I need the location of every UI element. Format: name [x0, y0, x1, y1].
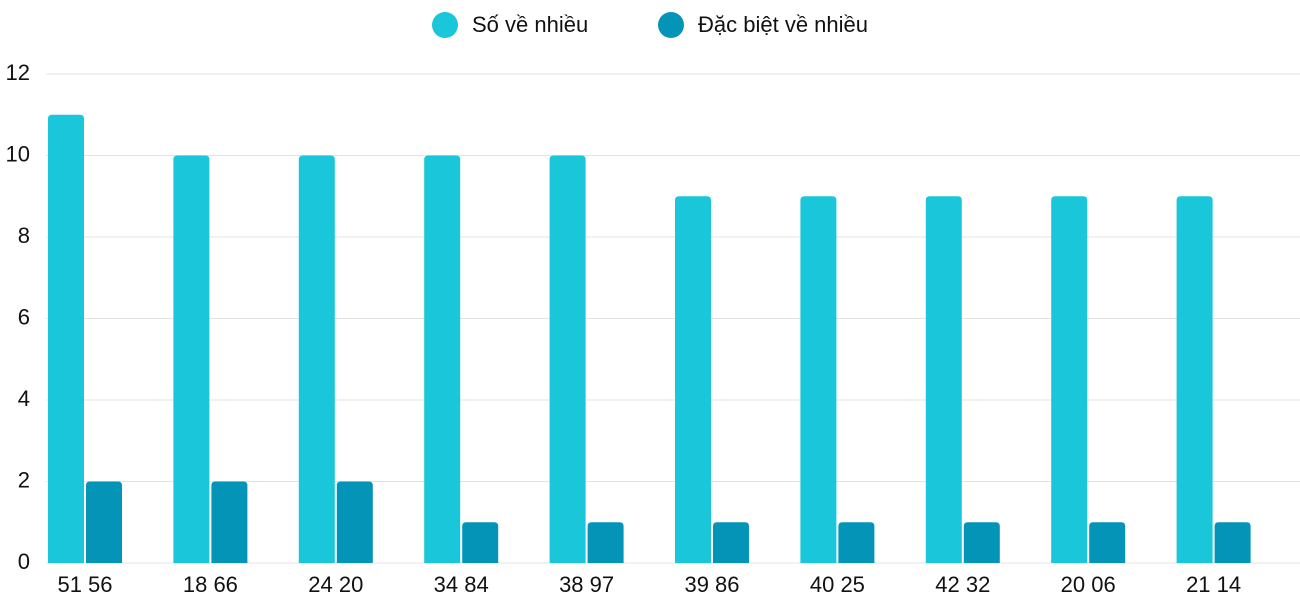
legend-marker: [658, 12, 684, 38]
bar: [336, 481, 373, 563]
y-tick-label: 8: [18, 223, 30, 248]
y-tick-label: 4: [18, 386, 30, 411]
x-tick-label: 18 66: [183, 572, 238, 597]
x-tick-label: 38 97: [559, 572, 614, 597]
bar: [462, 522, 499, 563]
x-tick-label: 21 14: [1186, 572, 1241, 597]
y-tick-label: 0: [18, 549, 30, 574]
bar: [1089, 522, 1126, 563]
bar: [424, 155, 461, 563]
bar: [1214, 522, 1251, 563]
bar: [173, 155, 210, 563]
x-tick-label: 34 84: [434, 572, 489, 597]
bar: [549, 155, 586, 563]
x-tick-label: 51 56: [57, 572, 112, 597]
bar: [298, 155, 335, 563]
x-tick-label: 42 32: [935, 572, 990, 597]
x-tick-label: 24 20: [308, 572, 363, 597]
legend-marker: [432, 12, 458, 38]
y-tick-label: 6: [18, 304, 30, 329]
x-tick-label: 20 06: [1061, 572, 1116, 597]
bar: [838, 522, 875, 563]
bar: [1176, 196, 1213, 563]
y-tick-label: 12: [6, 60, 30, 85]
bar: [800, 196, 837, 563]
bar: [48, 114, 84, 563]
x-tick-label: 39 86: [684, 572, 739, 597]
x-tick-label: 40 25: [810, 572, 865, 597]
legend-label: Số về nhiều: [472, 12, 588, 37]
bar: [86, 481, 122, 563]
bar: [1051, 196, 1088, 563]
bar: [587, 522, 624, 563]
bar: [211, 481, 248, 563]
bar: [925, 196, 962, 563]
legend-label: Đặc biệt về nhiều: [698, 12, 868, 37]
bar: [963, 522, 1000, 563]
y-tick-label: 10: [6, 141, 30, 166]
y-tick-label: 2: [18, 467, 30, 492]
bar: [713, 522, 749, 563]
bar: [675, 196, 711, 563]
